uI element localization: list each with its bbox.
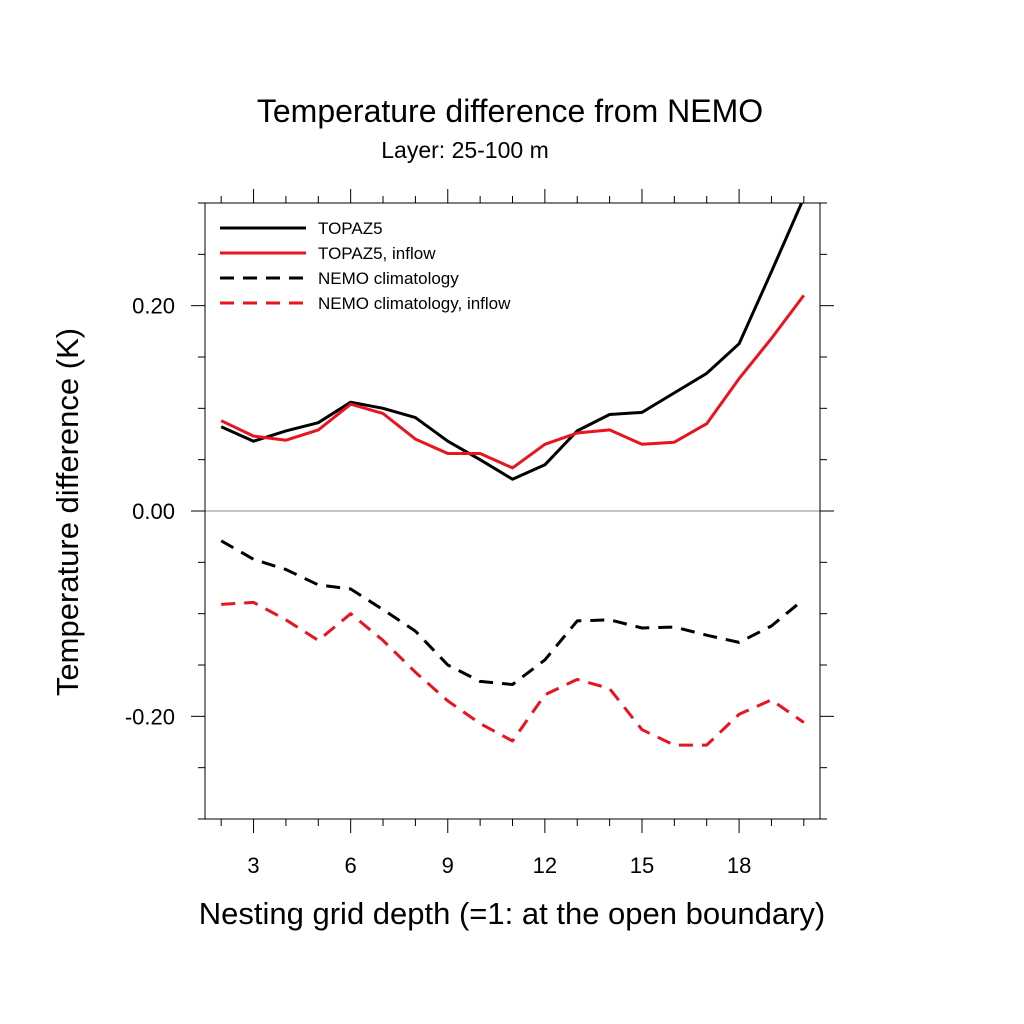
series-line-4: [221, 600, 805, 747]
chart-subtitle: Layer: 25-100 m: [381, 137, 548, 163]
y-axis-label: Temperature difference (K): [50, 328, 85, 696]
legend-label-2: TOPAZ5, inflow: [318, 244, 436, 263]
x-axis-label: Nesting grid depth (=1: at the open boun…: [199, 896, 825, 931]
series-line-3: [220, 539, 805, 686]
x-tick-label: 3: [247, 853, 259, 878]
series-line-1: [220, 203, 804, 481]
plot-area: 3 6 9 12 15 18 -0.20 0.00 0.20 TOPAZ5 TOPAZ5, infl…: [125, 189, 834, 878]
legend-label-4: NEMO climatology, inflow: [318, 294, 511, 313]
chart-title: Temperature difference from NEMO: [257, 93, 763, 129]
y-tick-label: 0.00: [132, 499, 175, 524]
x-tick-label: 15: [630, 853, 654, 878]
legend-label-1: TOPAZ5: [318, 219, 383, 238]
legend-label-3: NEMO climatology: [318, 269, 459, 288]
x-tick-label: 18: [727, 853, 751, 878]
x-tick-label: 6: [345, 853, 357, 878]
series-line-2: [220, 294, 805, 470]
y-tick-label: -0.20: [125, 704, 175, 729]
x-tick-label: 12: [533, 853, 557, 878]
y-tick-label: 0.20: [132, 294, 175, 319]
x-tick-label: 9: [442, 853, 454, 878]
